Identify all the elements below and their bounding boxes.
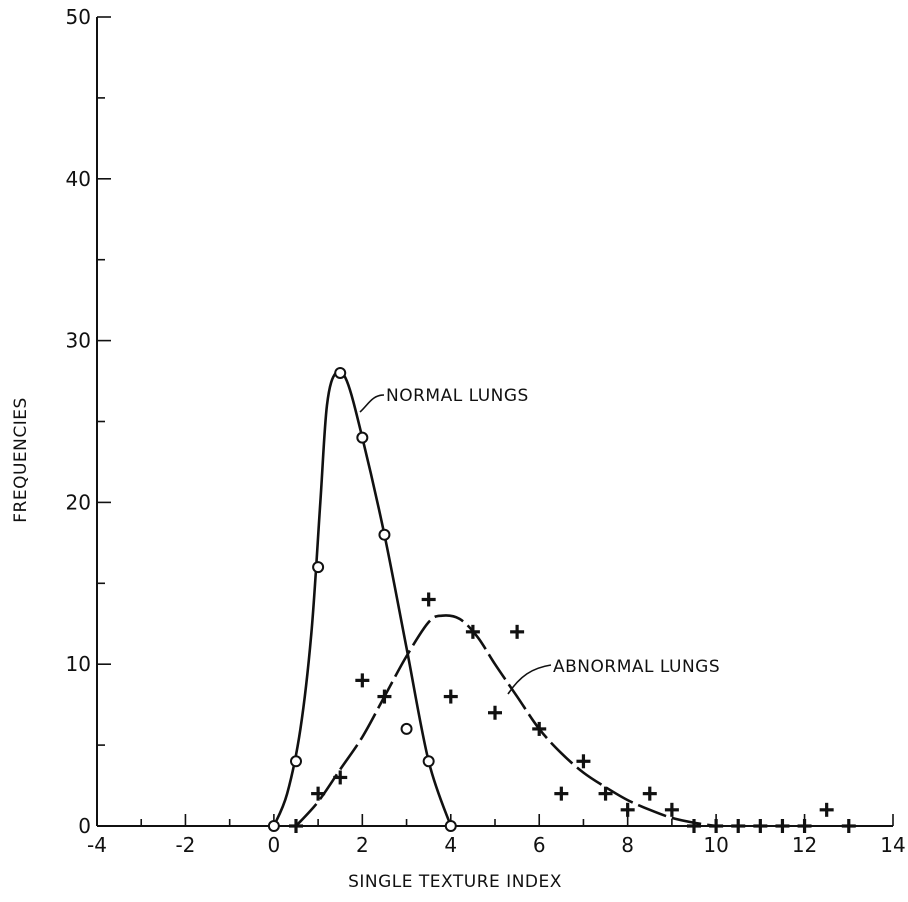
abnormal-lungs-point: [377, 689, 392, 704]
y-ticks: 0 10 20 30 40 50: [66, 5, 111, 838]
abnormal-lungs-point: [797, 819, 812, 833]
normal-lungs-point: [312, 561, 325, 574]
normal-lungs-leader: [359, 394, 385, 413]
normal-lungs-point: [290, 755, 302, 768]
x-tick-label: 2: [356, 833, 369, 857]
abnormal-lungs-point: [731, 819, 746, 833]
normal-lungs-point: [400, 722, 413, 735]
abnormal-lungs-point: [753, 819, 768, 833]
normal-lungs-point: [267, 820, 280, 832]
abnormal-lungs-point: [421, 592, 436, 607]
normal-lungs-point: [334, 366, 347, 379]
abnormal-lungs-point: [819, 802, 834, 817]
x-tick-label: 12: [792, 833, 817, 857]
abnormal-lungs-point: [443, 689, 458, 704]
y-tick-label: 50: [66, 5, 91, 29]
x-tick-label: 14: [880, 833, 905, 857]
abnormal-lungs-point: [532, 721, 547, 736]
abnormal-lungs-point: [311, 786, 326, 801]
x-ticks: -4 -2 0 2 4 6 8 10 12 14: [87, 814, 906, 857]
normal-lungs-point: [422, 755, 435, 768]
y-tick-label: 10: [66, 652, 91, 676]
abnormal-lungs-point: [333, 770, 348, 785]
axes: -4 -2 0 2 4 6 8 10 12 14 0 10 20 30 40 50: [66, 5, 906, 857]
abnormal-lungs-point: [488, 705, 502, 720]
curves: [272, 369, 717, 828]
abnormal-lungs-curve: [295, 614, 717, 828]
normal-lungs-label: NORMAL LUNGS: [386, 386, 529, 406]
abnormal-lungs-point: [598, 786, 613, 801]
normal-lungs-point: [356, 431, 369, 444]
y-tick-label: 0: [78, 814, 91, 838]
abnormal-lungs-leader: [507, 664, 552, 695]
abnormal-lungs-point: [510, 624, 525, 639]
abnormal-lungs-point: [775, 819, 790, 833]
x-tick-label: 4: [444, 833, 457, 857]
abnormal-lungs-point: [841, 819, 856, 833]
abnormal-lungs-point: [355, 673, 370, 688]
x-tick-label: -4: [87, 833, 107, 857]
abnormal-lungs-point: [709, 819, 724, 833]
abnormal-lungs-point: [620, 802, 635, 817]
normal-lungs-point: [378, 528, 391, 541]
abnormal-lungs-point: [576, 754, 591, 769]
normal-lungs-point: [444, 820, 457, 832]
markers: [267, 366, 856, 833]
x-tick-label: 6: [533, 833, 546, 857]
abnormal-lungs-point: [664, 802, 679, 817]
abnormal-lungs-point: [554, 786, 569, 801]
x-tick-label: 0: [268, 833, 281, 857]
y-tick-label: 20: [66, 490, 91, 514]
abnormal-lungs-point: [465, 624, 480, 639]
x-tick-label: 8: [621, 833, 634, 857]
y-tick-label: 40: [66, 167, 91, 191]
y-tick-label: 30: [66, 329, 91, 353]
x-axis-title: SINGLE TEXTURE INDEX: [348, 872, 562, 892]
abnormal-lungs-label: ABNORMAL LUNGS: [553, 657, 720, 677]
x-tick-label: -2: [175, 833, 195, 857]
abnormal-lungs-point: [642, 786, 657, 801]
abnormal-lungs-point: [687, 819, 701, 833]
series-labels: NORMAL LUNGS ABNORMAL LUNGS: [359, 386, 720, 695]
x-tick-label: 10: [703, 833, 728, 857]
abnormal-lungs-point: [289, 819, 303, 833]
y-axis-title: FREQUENCIES: [11, 397, 31, 523]
